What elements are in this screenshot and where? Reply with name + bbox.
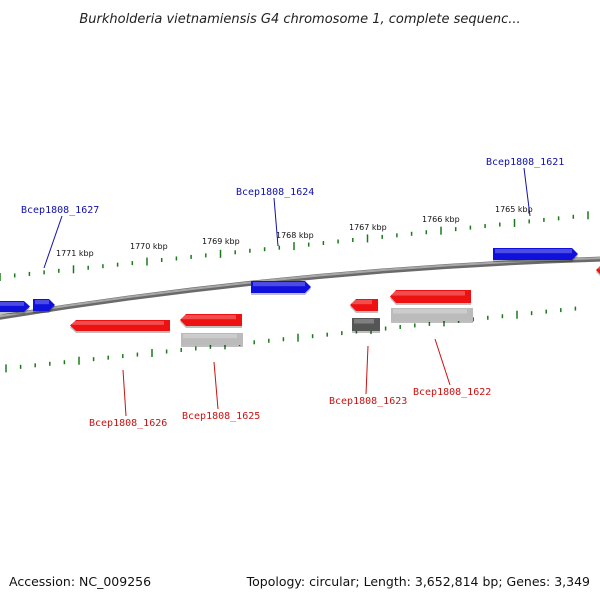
scale-label: 1766 kbp xyxy=(422,215,460,224)
gene-leader-line xyxy=(434,338,451,386)
scale-label: 1770 kbp xyxy=(130,242,168,251)
accession-text: Accession: NC_009256 xyxy=(9,574,151,589)
forward-gene-shine xyxy=(253,282,305,287)
gene-leader-line xyxy=(365,345,369,395)
other-feature-body xyxy=(391,308,473,321)
map-title: Burkholderia vietnamiensis G4 chromosome… xyxy=(79,12,520,27)
gene-label: Bcep1808_1623 xyxy=(329,396,407,407)
forward-gene xyxy=(251,281,311,295)
forward-gene-shine xyxy=(0,302,24,306)
scale-label: 1765 kbp xyxy=(495,205,533,214)
reverse-gene-body xyxy=(390,290,471,303)
map-tracks: 1771 kbp 1770 kbp 1769 kbp 1768 kbp 1767 kbp… xyxy=(0,157,600,429)
other-feature-shine xyxy=(183,334,237,339)
reverse-gene xyxy=(70,320,170,333)
reverse-gene-body xyxy=(180,314,242,326)
reverse-gene xyxy=(350,299,378,313)
gene-leader-line xyxy=(273,197,279,247)
forward-gene xyxy=(493,248,578,262)
gene-label: Bcep1808_1624 xyxy=(236,187,314,198)
gene-leader-line xyxy=(43,215,63,269)
scale-label: 1767 kbp xyxy=(349,223,387,232)
other-feature-shine xyxy=(354,319,374,324)
gene-label: Bcep1808_1625 xyxy=(182,411,260,422)
scale-label: 1771 kbp xyxy=(56,249,94,258)
reverse-gene xyxy=(596,265,600,276)
other-feature xyxy=(181,333,243,347)
gene-label: Bcep1808_1622 xyxy=(413,387,491,398)
forward-gene-shine xyxy=(35,300,49,305)
forward-gene-shine xyxy=(495,249,572,254)
forward-gene-body xyxy=(0,301,30,312)
other-feature xyxy=(391,308,473,323)
other-feature-body xyxy=(352,318,380,331)
forward-gene xyxy=(0,301,30,314)
other-feature-body xyxy=(181,333,243,345)
reverse-gene-body xyxy=(70,320,170,331)
other-feature xyxy=(352,318,380,333)
reverse-gene xyxy=(390,290,471,305)
reverse-gene xyxy=(180,314,242,328)
reverse-gene-shine xyxy=(352,300,372,305)
backbone xyxy=(0,257,600,318)
reverse-gene-body xyxy=(350,299,378,311)
reverse-gene-body xyxy=(596,266,600,274)
forward-gene xyxy=(33,299,55,313)
gene-label: Bcep1808_1627 xyxy=(21,205,99,216)
other-feature-shine xyxy=(393,309,467,314)
reverse-gene-shine xyxy=(182,315,236,320)
gene-leader-line xyxy=(213,361,219,410)
forward-gene-body xyxy=(493,248,578,260)
reverse-gene-shine xyxy=(72,321,164,325)
reverse-gene-shine xyxy=(392,291,465,296)
gene-label: Bcep1808_1621 xyxy=(486,157,564,168)
gene-leader-line xyxy=(122,369,127,417)
gene-leader-line xyxy=(523,167,531,217)
forward-gene-body xyxy=(251,281,311,293)
topology-text: Topology: circular; Length: 3,652,814 bp… xyxy=(246,574,590,589)
backbone-shadow xyxy=(0,256,600,320)
scale-label: 1768 kbp xyxy=(276,231,314,240)
reverse-gene-shine xyxy=(598,265,600,270)
gene-label: Bcep1808_1626 xyxy=(89,418,167,429)
scale-label: 1769 kbp xyxy=(202,237,240,246)
forward-gene-body xyxy=(33,299,55,311)
